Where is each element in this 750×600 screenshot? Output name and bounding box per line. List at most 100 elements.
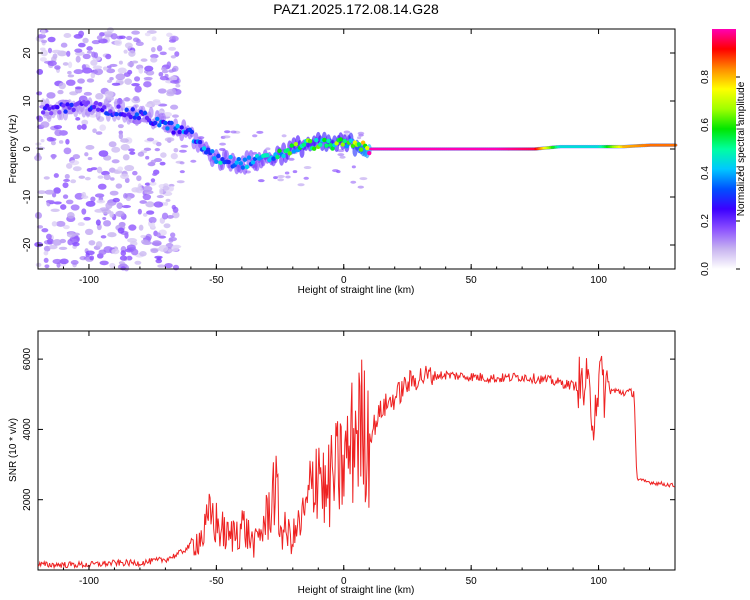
spectrogram-noise-cell <box>148 216 157 224</box>
spectrogram-noise-cell <box>163 223 171 229</box>
spectrogram-noise-cell <box>111 82 121 86</box>
spectrogram-noise-cell <box>151 36 157 42</box>
spectrogram-noise-cell <box>51 154 56 160</box>
spectrogram-noise-cell <box>43 250 49 256</box>
spectrogram-x-tick-label: 0 <box>341 275 347 286</box>
spectrogram-ridge-cell <box>340 142 345 147</box>
spectrogram-noise-cell <box>81 64 87 70</box>
spectrogram-ridge-cell <box>250 160 256 165</box>
spectrogram-noise-cell <box>77 78 85 84</box>
spectrogram-noise-cell <box>106 68 116 74</box>
spectrogram-noise-cell <box>167 249 173 253</box>
spectrogram-noise-cell <box>62 194 69 199</box>
snr-x-tick-label: 0 <box>341 576 347 587</box>
spectrogram-noise-cell <box>157 264 166 268</box>
spectrogram-noise-cell <box>117 67 127 74</box>
spectrogram-ridge-halo <box>148 107 154 119</box>
spectrogram-noise-cell <box>90 196 96 202</box>
colorbar-tick-label: 0.0 <box>700 262 711 276</box>
spectrogram-ridge-cell <box>218 160 223 165</box>
spectrogram-noise-cell <box>172 114 179 118</box>
spectrogram-noise-cell <box>103 174 111 181</box>
spectrogram-noise-cell <box>111 248 120 255</box>
spectrogram-noise-cell <box>50 208 60 213</box>
snr-series-line <box>37 355 675 570</box>
spectrogram-x-tick-label: 50 <box>466 275 478 286</box>
spectrogram-noise-cell <box>135 41 144 46</box>
spectrogram-noise-cell <box>303 166 312 170</box>
spectrogram-noise-cell <box>51 49 62 54</box>
spectrogram-noise-cell <box>297 183 305 187</box>
spectrogram-noise-cell <box>180 144 189 148</box>
spectrogram-noise-cell <box>92 65 103 70</box>
spectrogram-ridge-cell <box>312 146 317 151</box>
spectrogram-ridge-cell <box>318 142 323 147</box>
spectrogram-noise-cell <box>115 73 126 81</box>
spectrogram-noise-cell <box>118 261 125 265</box>
spectrogram-noise-cell <box>156 232 161 238</box>
spectrogram-noise-cell <box>128 148 135 152</box>
spectrogram-noise-cell <box>53 173 59 178</box>
spectrogram-noise-cell <box>69 91 78 96</box>
spectrogram-noise-cell <box>85 250 95 256</box>
spectrogram-ridge-cell <box>65 102 70 107</box>
spectrogram-noise-cell <box>152 172 158 176</box>
spectrogram-ridge-cell <box>322 137 327 143</box>
spectrogram-noise-cell <box>66 162 73 169</box>
spectrogram-noise-cell <box>95 131 103 135</box>
spectrogram-noise-cell <box>120 173 129 180</box>
spectrogram-noise-cell <box>102 216 107 221</box>
spectrogram-noise-cell <box>158 71 164 77</box>
spectrogram-noise-cell <box>170 152 178 160</box>
spectrogram-ridge-cell <box>85 100 91 105</box>
snr-x-tick-label: -100 <box>79 576 99 587</box>
spectrogram-noise-cell <box>129 151 136 155</box>
spectrogram-ridge-cell <box>246 155 252 160</box>
spectrogram-noise-cell <box>107 199 114 204</box>
spectrogram-noise-cell <box>124 42 133 49</box>
snr-y-tick-label: 2000 <box>22 488 33 511</box>
spectrogram-noise-cell <box>39 47 46 51</box>
spectrogram-ridge-cell <box>61 103 66 108</box>
spectrogram-noise-cell <box>41 228 49 233</box>
spectrogram-ridge-cell <box>314 137 319 143</box>
spectrogram-ridge-cell <box>179 125 184 130</box>
spectrogram-noise-cell <box>111 146 121 153</box>
spectrogram-ridge-cell <box>165 126 170 131</box>
spectrogram-noise-cell <box>37 33 47 39</box>
spectrogram-noise-cell <box>53 201 62 205</box>
spectrogram-ridge-cell <box>226 159 231 165</box>
spectrogram-ridge-cell <box>214 159 219 165</box>
spectrogram-noise-cell <box>172 65 179 72</box>
spectrogram-noise-cell <box>98 150 109 157</box>
spectrogram-ridge-cell <box>301 142 307 147</box>
spectrogram-noise-cell <box>103 246 114 254</box>
spectrogram-noise-cell <box>152 240 162 247</box>
spectrogram-noise-cell <box>53 124 63 130</box>
spectrogram-ridge-cell <box>157 123 162 128</box>
spectrogram-noise-cell <box>285 175 291 179</box>
spectrogram-ridge-cell <box>281 153 286 159</box>
snr-x-tick-label: 100 <box>590 576 607 587</box>
spectrogram-noise-cell <box>146 210 155 215</box>
spectrogram-noise-cell <box>159 75 169 81</box>
spectrogram-noise-cell <box>134 76 141 82</box>
spectrogram-noise-cell <box>156 141 162 147</box>
spectrogram-noise-cell <box>120 144 130 151</box>
spectrogram-noise-cell <box>85 200 96 207</box>
spectrogram-ridge-cell <box>169 120 174 126</box>
spectrogram-noise-cell <box>65 79 76 86</box>
spectrogram-noise-cell <box>105 53 112 60</box>
spectrogram-x-label: Height of straight line (km) <box>298 285 415 296</box>
spectrogram-noise-cell <box>63 32 72 39</box>
spectrogram-noise-cell <box>284 171 290 175</box>
colorbar-ticks: 0.0 0.2 0.4 0.6 0.8 <box>700 70 740 276</box>
spectrogram-noise-cell <box>277 178 284 182</box>
spectrogram-noise-cell <box>99 207 109 212</box>
spectrogram-noise-cell <box>150 57 158 63</box>
spectrogram-noise-cell <box>170 55 177 59</box>
spectrogram-noise-cell <box>47 47 53 54</box>
spectrogram-noise-cell <box>149 181 157 186</box>
spectrogram-noise-cell <box>74 48 83 53</box>
spectrogram-ridge-cell <box>116 104 121 109</box>
